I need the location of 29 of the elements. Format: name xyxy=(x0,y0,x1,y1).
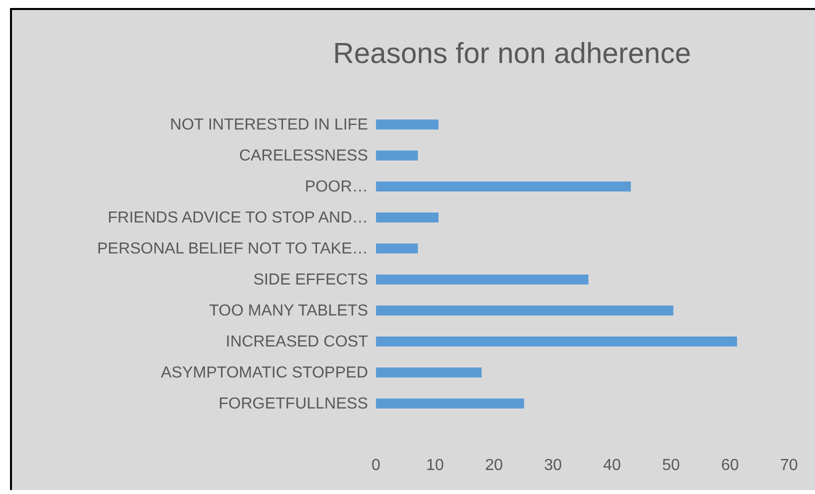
chart-title: Reasons for non adherence xyxy=(332,37,692,72)
bar xyxy=(376,150,418,160)
y-tick-label: PERSONAL BELIEF NOT TO TAKE… xyxy=(97,240,368,258)
y-tick-label: SIDE EFFECTS xyxy=(253,272,368,289)
bar xyxy=(376,274,588,284)
bar xyxy=(376,244,418,254)
y-tick-label: FORGETFULLNESS xyxy=(218,396,368,413)
x-tick-label: 20 xyxy=(485,456,503,474)
x-tick-label: 0 xyxy=(372,456,381,474)
bar xyxy=(376,336,738,346)
y-tick-label: FRIENDS ADVICE TO STOP AND… xyxy=(108,210,368,227)
x-tick-label: 10 xyxy=(426,456,444,474)
x-tick-label: 70 xyxy=(780,456,798,474)
x-tick-label: 60 xyxy=(721,456,739,474)
bar xyxy=(376,182,631,192)
bar xyxy=(376,398,524,408)
x-tick-label: 50 xyxy=(662,456,680,474)
y-tick-label: TOO MANY TABLETS xyxy=(209,302,368,320)
x-tick-label: 30 xyxy=(544,456,562,474)
bar xyxy=(376,120,439,130)
bar xyxy=(376,306,674,316)
y-tick-label: INCREASED COST xyxy=(226,334,368,351)
bar xyxy=(376,368,482,378)
y-tick-label: CARELESSNESS xyxy=(239,148,368,165)
y-tick-label: ASYMPTOMATIC STOPPED xyxy=(160,364,368,382)
x-tick-label: 40 xyxy=(603,456,621,474)
y-tick-label: NOT INTERESTED IN LIFE xyxy=(170,116,368,134)
bar xyxy=(376,212,439,222)
y-tick-label: POOR… xyxy=(304,178,368,196)
